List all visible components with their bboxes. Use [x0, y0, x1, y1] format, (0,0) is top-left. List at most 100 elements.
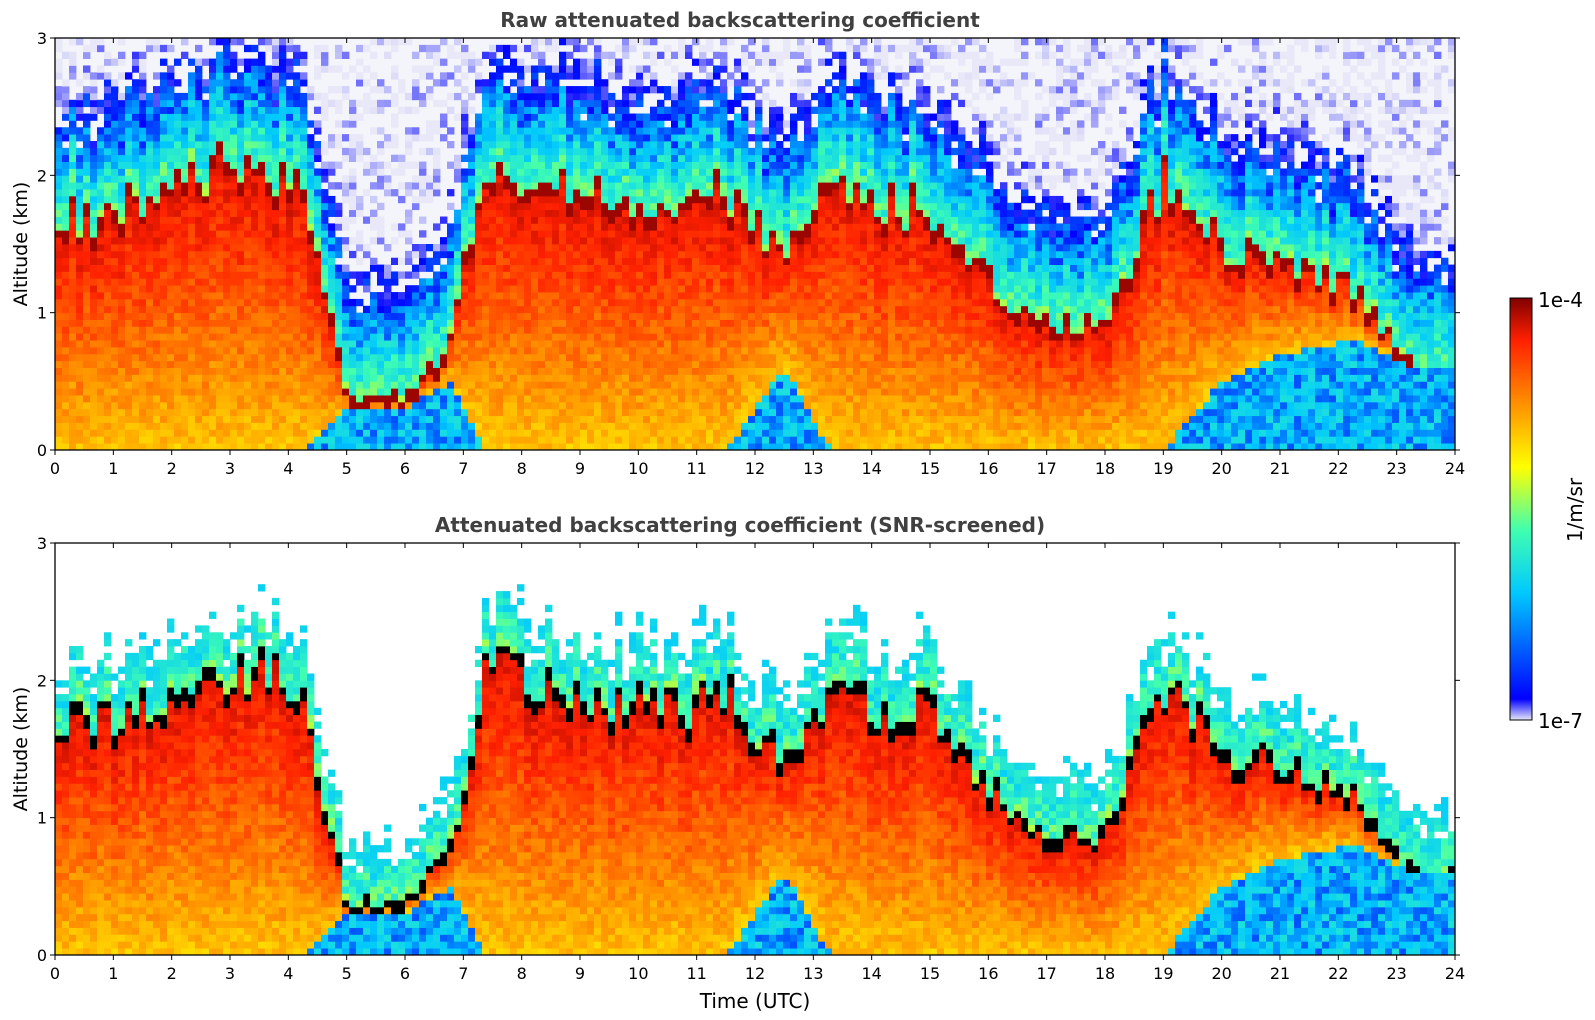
heatmap-cell	[622, 305, 630, 314]
heatmap-cell	[160, 395, 168, 403]
heatmap-cell	[230, 305, 238, 314]
heatmap-cell	[405, 147, 413, 156]
heatmap-cell	[545, 113, 553, 121]
heatmap-cell	[293, 189, 301, 197]
heatmap-cell	[587, 65, 595, 73]
heatmap-cell	[202, 326, 210, 334]
heatmap-cell	[461, 353, 469, 362]
heatmap-cell	[531, 381, 539, 389]
heatmap-cell	[664, 58, 672, 66]
heatmap-cell	[629, 443, 637, 451]
heatmap-cell	[643, 257, 651, 265]
heatmap-cell	[181, 353, 189, 362]
heatmap-cell	[216, 395, 224, 403]
heatmap-cell	[671, 127, 679, 135]
heatmap-cell	[118, 147, 126, 156]
heatmap-cell	[440, 360, 448, 368]
heatmap-cell	[601, 360, 609, 368]
heatmap-cell	[692, 312, 700, 320]
heatmap-cell	[489, 422, 497, 430]
heatmap-cell	[237, 264, 245, 272]
heatmap-cell	[461, 223, 469, 231]
heatmap-cell	[167, 429, 175, 437]
heatmap-cell	[244, 292, 252, 300]
heatmap-cell	[244, 72, 252, 80]
heatmap-cell	[300, 285, 308, 293]
heatmap-cell	[699, 216, 707, 224]
heatmap-cell	[517, 189, 525, 197]
heatmap-cell	[566, 209, 574, 217]
heatmap-cell	[489, 230, 497, 238]
heatmap-cell	[216, 175, 224, 183]
heatmap-cell	[363, 415, 371, 423]
heatmap-cell	[482, 292, 490, 300]
heatmap-cell	[615, 326, 623, 334]
heatmap-cell	[622, 195, 630, 204]
heatmap-cell	[566, 92, 574, 101]
heatmap-cell	[321, 230, 329, 238]
heatmap-cell	[566, 72, 574, 80]
heatmap-cell	[202, 305, 210, 314]
heatmap-cell	[440, 340, 448, 348]
heatmap-cell	[629, 134, 637, 142]
heatmap-cell	[468, 92, 476, 101]
heatmap-cell	[545, 106, 553, 114]
heatmap-cell	[692, 230, 700, 238]
heatmap-cell	[356, 319, 364, 327]
heatmap-cell	[146, 106, 154, 114]
heatmap-cell	[265, 312, 273, 320]
heatmap-cell	[706, 312, 714, 320]
heatmap-cell	[118, 429, 126, 437]
heatmap-cell	[601, 319, 609, 327]
heatmap-cell	[76, 374, 84, 382]
heatmap-cell	[601, 202, 609, 211]
heatmap-cell	[517, 360, 525, 368]
heatmap-cell	[391, 168, 399, 176]
heatmap-cell	[503, 250, 511, 259]
heatmap-cell	[594, 271, 602, 279]
heatmap-cell	[615, 333, 623, 341]
heatmap-cell	[314, 333, 322, 341]
heatmap-cell	[503, 429, 511, 437]
heatmap-cell	[188, 161, 196, 169]
heatmap-cell	[111, 92, 119, 101]
heatmap-cell	[62, 401, 70, 410]
heatmap-cell	[489, 154, 497, 162]
heatmap-cell	[258, 319, 266, 327]
heatmap-cell	[195, 264, 203, 272]
heatmap-cell	[419, 298, 427, 307]
heatmap-cell	[636, 408, 644, 417]
heatmap-cell	[188, 120, 196, 128]
heatmap-cell	[370, 340, 378, 348]
heatmap-cell	[657, 298, 665, 307]
heatmap-cell	[356, 154, 364, 162]
heatmap-cell	[300, 360, 308, 368]
heatmap-cell	[517, 353, 525, 362]
heatmap-cell	[69, 134, 77, 142]
heatmap-cell	[524, 106, 532, 114]
heatmap-cell	[643, 209, 651, 217]
heatmap-cell	[118, 401, 126, 410]
heatmap-cell	[293, 436, 301, 444]
heatmap-cell	[475, 367, 483, 375]
heatmap-cell	[384, 38, 392, 46]
heatmap-cell	[412, 436, 420, 444]
heatmap-cell	[391, 360, 399, 368]
heatmap-cell	[671, 161, 679, 169]
heatmap-cell	[433, 408, 441, 417]
heatmap-cell	[517, 58, 525, 66]
heatmap-cell	[307, 120, 315, 128]
heatmap-cell	[125, 347, 133, 355]
heatmap-cell	[279, 141, 287, 149]
heatmap-cell	[125, 244, 133, 252]
heatmap-cell	[153, 285, 161, 293]
heatmap-cell	[132, 106, 140, 114]
heatmap-cell	[657, 127, 665, 135]
heatmap-cell	[692, 298, 700, 307]
heatmap-cell	[370, 443, 378, 451]
heatmap-cell	[419, 353, 427, 362]
heatmap-cell	[482, 443, 490, 451]
heatmap-cell	[69, 347, 77, 355]
heatmap-cell	[405, 106, 413, 114]
heatmap-cell	[97, 305, 105, 314]
